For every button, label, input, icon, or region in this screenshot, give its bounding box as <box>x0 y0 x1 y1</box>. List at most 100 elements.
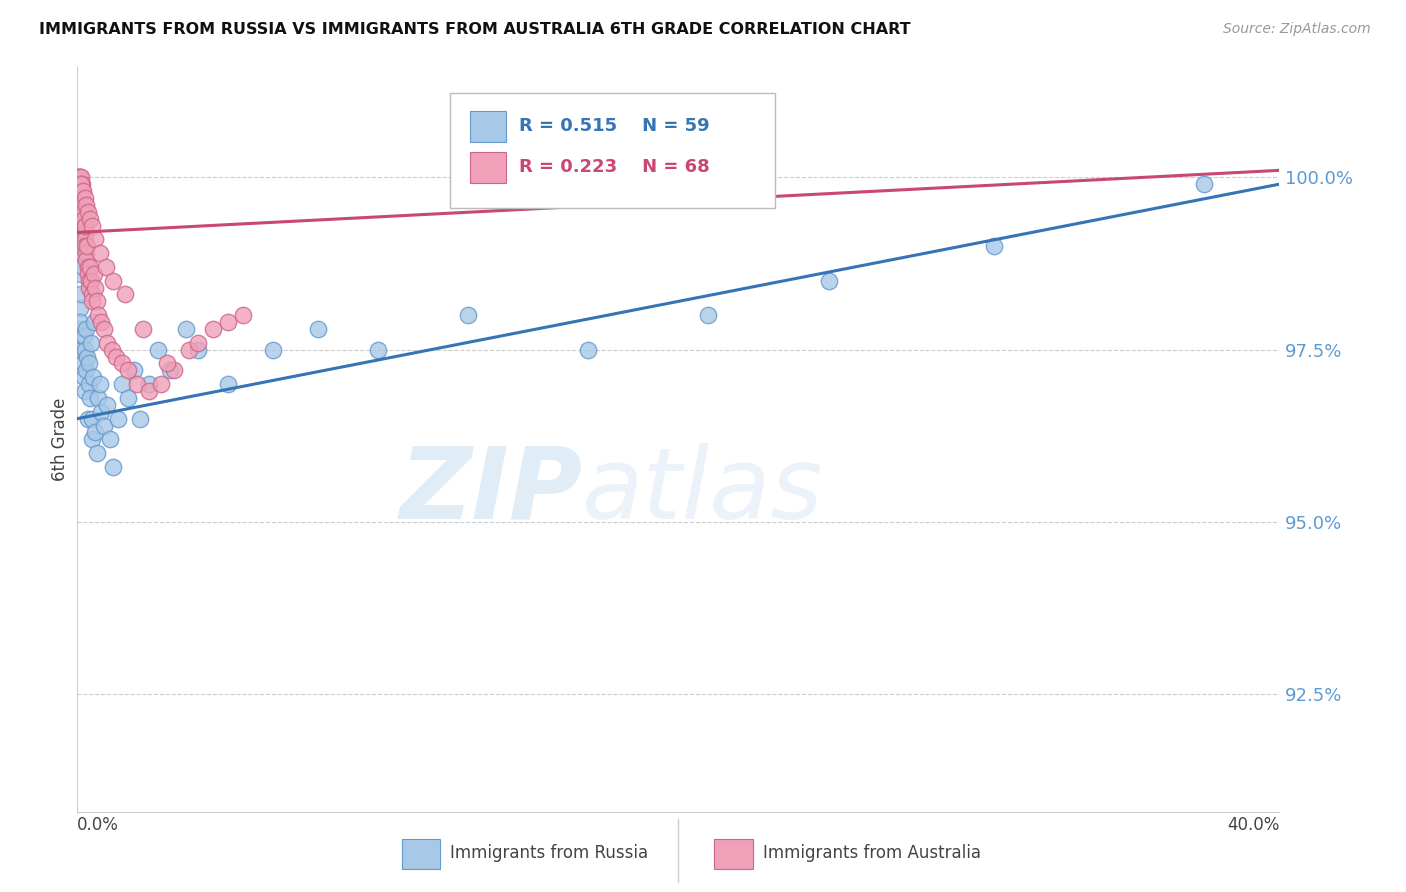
Point <box>159 363 181 377</box>
Point <box>76 260 98 274</box>
Point <box>75 219 97 233</box>
Point <box>69 315 91 329</box>
Point <box>150 377 173 392</box>
Point <box>117 363 139 377</box>
Point <box>129 411 152 425</box>
Point <box>80 274 103 288</box>
Point <box>817 274 839 288</box>
Point <box>87 308 110 322</box>
Point <box>70 177 93 191</box>
Point <box>75 363 97 377</box>
Point <box>132 322 155 336</box>
Point <box>103 274 125 288</box>
Point <box>82 411 104 425</box>
Point <box>457 308 479 322</box>
Point <box>72 204 94 219</box>
FancyBboxPatch shape <box>450 93 775 209</box>
Point <box>84 232 107 246</box>
Point <box>117 391 139 405</box>
Point <box>82 370 104 384</box>
Point <box>72 239 94 253</box>
Point <box>262 343 284 357</box>
Bar <box>471 111 506 142</box>
Point <box>114 287 136 301</box>
Point <box>187 343 209 357</box>
Point <box>83 315 105 329</box>
Point <box>67 322 90 336</box>
Point <box>70 191 93 205</box>
Point <box>67 170 90 185</box>
Point <box>983 239 1005 253</box>
Point <box>86 446 108 460</box>
Point <box>72 198 94 212</box>
Point <box>69 287 91 301</box>
Point <box>73 191 96 205</box>
Point <box>367 343 389 357</box>
Text: 40.0%: 40.0% <box>1227 816 1279 834</box>
Point <box>111 377 134 392</box>
Bar <box>471 152 506 183</box>
Point <box>148 343 170 357</box>
Point <box>217 315 239 329</box>
Point <box>127 377 149 392</box>
Point <box>70 198 93 212</box>
Point <box>93 322 115 336</box>
Point <box>67 177 90 191</box>
Point <box>80 335 103 350</box>
Point <box>75 239 97 253</box>
Text: Immigrants from Russia: Immigrants from Russia <box>450 844 648 862</box>
Text: ZIP: ZIP <box>399 443 582 540</box>
Point <box>73 343 96 357</box>
Point <box>67 170 90 185</box>
Point <box>83 267 105 281</box>
Point <box>94 260 117 274</box>
Point <box>79 280 101 294</box>
Point <box>80 219 103 233</box>
Point <box>72 356 94 370</box>
Point <box>70 184 93 198</box>
Point <box>73 219 96 233</box>
Point <box>80 287 103 301</box>
Point <box>84 425 107 440</box>
Point <box>79 211 101 226</box>
Point <box>73 370 96 384</box>
Point <box>1194 177 1216 191</box>
Point <box>162 363 184 377</box>
Point <box>138 384 160 398</box>
Point <box>69 335 91 350</box>
Point <box>174 322 197 336</box>
Point <box>96 335 118 350</box>
Bar <box>402 839 440 869</box>
Point <box>70 211 93 226</box>
Text: Source: ZipAtlas.com: Source: ZipAtlas.com <box>1223 22 1371 37</box>
Point <box>90 315 112 329</box>
Point <box>72 184 94 198</box>
Point <box>75 252 97 267</box>
Point <box>79 356 101 370</box>
Point <box>70 343 93 357</box>
Point <box>697 308 720 322</box>
Text: Immigrants from Australia: Immigrants from Australia <box>762 844 980 862</box>
Point <box>69 177 91 191</box>
Point <box>73 232 96 246</box>
Point <box>77 204 100 219</box>
Point <box>77 377 100 392</box>
Point <box>70 267 93 281</box>
Point <box>70 177 93 191</box>
Point <box>75 322 97 336</box>
Point <box>72 211 94 226</box>
Point <box>576 343 599 357</box>
Point <box>77 274 100 288</box>
Point <box>70 170 93 185</box>
Point <box>67 343 90 357</box>
Point <box>69 170 91 185</box>
Text: 0.0%: 0.0% <box>77 816 120 834</box>
Point <box>111 356 134 370</box>
Text: atlas: atlas <box>582 443 824 540</box>
Text: R = 0.515    N = 59: R = 0.515 N = 59 <box>519 118 709 136</box>
Point <box>69 191 91 205</box>
Point <box>101 343 124 357</box>
Point <box>138 377 160 392</box>
Point <box>70 226 93 240</box>
Point <box>73 329 96 343</box>
